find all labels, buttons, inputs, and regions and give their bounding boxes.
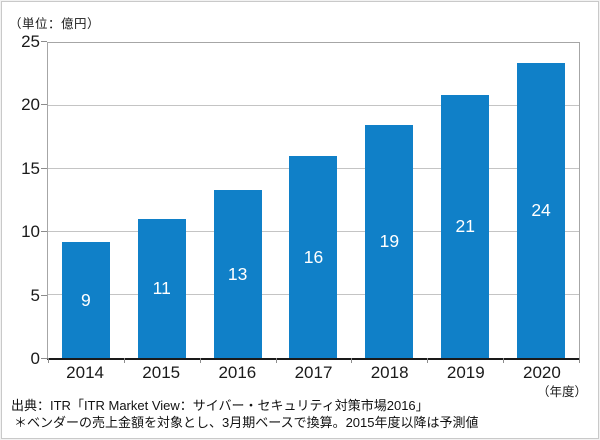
y-tick-label-20: 20 <box>21 95 40 115</box>
bar-value-label-2015: 11 <box>152 278 171 299</box>
y-tick-mark-5 <box>41 294 47 296</box>
bar-slot-2017: 16 <box>276 43 352 358</box>
x-tick-label-2014: 2014 <box>66 363 104 382</box>
source-line-2: ＊ベンダーの売上金額を対象とし、3月期ベースで換算。2015年度以降は予測値 <box>14 415 479 430</box>
bar-slot-2020: 24 <box>503 43 579 358</box>
y-tick-label-10: 10 <box>21 222 40 242</box>
x-axis-labels: 2014 2015 2016 2017 2018 2019 2020 <box>47 363 580 383</box>
bar-value-label-2016: 13 <box>227 263 248 284</box>
bar-2016: 13 <box>213 190 262 358</box>
x-tick-mark-7 <box>579 358 580 363</box>
y-tick-label-25: 25 <box>21 32 40 51</box>
x-tick-label-2019: 2019 <box>446 363 485 382</box>
source-line-1: 出典：ITR「ITR Market View：サイバー・セキュリティ対策市場20… <box>11 398 429 413</box>
source-note: 出典：ITR「ITR Market View：サイバー・セキュリティ対策市場20… <box>11 397 479 431</box>
x-tick-label-2016: 2016 <box>218 363 257 382</box>
bars-layer: 9 11 13 16 19 21 24 <box>48 43 579 358</box>
plot-area: 9 11 13 16 19 21 24 <box>47 42 580 363</box>
x-tick-mark-3 <box>275 358 277 363</box>
y-tick-mark-10 <box>41 231 47 233</box>
bar-2017: 16 <box>289 156 338 358</box>
bar-value-label-2019: 21 <box>455 215 475 236</box>
x-axis-unit-label: （年度） <box>536 385 587 399</box>
bar-2014: 9 <box>61 242 110 358</box>
bar-value-label-2017: 16 <box>303 246 324 267</box>
x-tick-mark-6 <box>503 358 505 363</box>
x-tick-mark-5 <box>427 358 429 363</box>
bar-2015: 11 <box>137 219 186 358</box>
x-tick-label-2017: 2017 <box>294 363 333 382</box>
bar-value-label-2020: 24 <box>531 200 551 221</box>
bar-slot-2015: 11 <box>124 43 200 358</box>
bar-2019: 21 <box>441 94 490 358</box>
bar-value-label-2014: 9 <box>81 289 91 310</box>
x-tick-label-2020: 2020 <box>523 363 561 382</box>
bar-2020: 24 <box>517 63 566 358</box>
bar-slot-2016: 13 <box>200 43 276 358</box>
x-tick-label-2018: 2018 <box>370 363 409 382</box>
y-axis-ticks <box>41 41 47 359</box>
x-tick-mark-1 <box>123 358 125 363</box>
y-tick-mark-20 <box>41 104 47 106</box>
y-tick-mark-25 <box>41 41 47 42</box>
y-tick-label-5: 5 <box>30 285 40 305</box>
gridline-20 <box>48 105 579 106</box>
bar-slot-2014: 9 <box>48 43 124 358</box>
y-tick-label-15: 15 <box>21 158 40 178</box>
y-tick-mark-15 <box>41 167 47 169</box>
bar-2018: 19 <box>365 124 414 358</box>
bar-slot-2019: 21 <box>427 43 503 358</box>
y-axis-labels: 0 5 10 15 20 25 <box>2 32 40 368</box>
x-tick-label-2015: 2015 <box>142 363 181 382</box>
y-axis-unit-label: （単位：億円） <box>9 17 101 31</box>
x-tick-mark-2 <box>199 358 201 363</box>
bar-value-label-2018: 19 <box>379 230 400 251</box>
x-tick-mark-0 <box>48 358 49 363</box>
y-tick-mark-0 <box>41 358 47 359</box>
bar-slot-2018: 19 <box>351 43 427 358</box>
y-tick-label-0: 0 <box>30 349 40 368</box>
x-tick-mark-4 <box>351 358 353 363</box>
